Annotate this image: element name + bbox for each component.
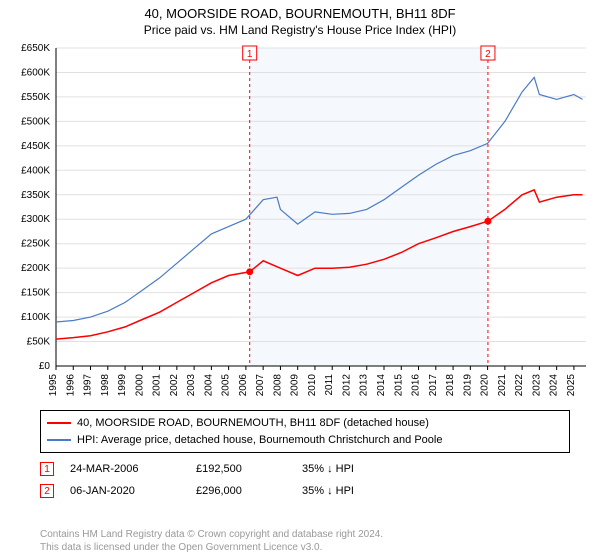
svg-text:2015: 2015	[393, 374, 404, 397]
sale-marker-1: 1	[40, 462, 54, 476]
svg-text:£250K: £250K	[21, 239, 50, 250]
svg-text:£0: £0	[39, 361, 51, 372]
svg-text:2019: 2019	[462, 374, 473, 397]
svg-text:2010: 2010	[307, 374, 318, 397]
sale-hpi-delta: 35% ↓ HPI	[302, 463, 392, 475]
attribution-footer: Contains HM Land Registry data © Crown c…	[40, 528, 570, 554]
svg-text:2004: 2004	[203, 374, 214, 397]
svg-text:£600K: £600K	[21, 67, 50, 78]
svg-text:2024: 2024	[549, 374, 560, 397]
svg-text:£450K: £450K	[21, 141, 50, 152]
svg-text:1997: 1997	[83, 374, 94, 397]
legend-label-hpi: HPI: Average price, detached house, Bour…	[77, 432, 442, 449]
svg-text:£200K: £200K	[21, 263, 50, 274]
legend-swatch-hpi	[47, 439, 71, 441]
sale-marker-2: 2	[40, 484, 54, 498]
svg-text:2018: 2018	[445, 374, 456, 397]
legend-label-property: 40, MOORSIDE ROAD, BOURNEMOUTH, BH11 8DF…	[77, 415, 429, 432]
legend-swatch-property	[47, 422, 71, 424]
svg-text:2002: 2002	[169, 374, 180, 397]
sale-date: 06-JAN-2020	[70, 485, 180, 497]
svg-text:2020: 2020	[480, 374, 491, 397]
page-title-subtitle: Price paid vs. HM Land Registry's House …	[0, 23, 600, 37]
sales-table: 1 24-MAR-2006 £192,500 35% ↓ HPI 2 06-JA…	[40, 458, 570, 502]
svg-text:£500K: £500K	[21, 116, 50, 127]
svg-text:2006: 2006	[238, 374, 249, 397]
svg-text:1998: 1998	[100, 374, 111, 397]
svg-text:2000: 2000	[134, 374, 145, 397]
svg-text:2012: 2012	[341, 374, 352, 397]
svg-text:2011: 2011	[324, 374, 335, 396]
svg-text:£50K: £50K	[27, 337, 51, 348]
svg-text:£300K: £300K	[21, 214, 50, 225]
sale-hpi-delta: 35% ↓ HPI	[302, 485, 392, 497]
sale-date: 24-MAR-2006	[70, 463, 180, 475]
sale-row: 1 24-MAR-2006 £192,500 35% ↓ HPI	[40, 458, 570, 480]
svg-text:2022: 2022	[514, 374, 525, 397]
svg-text:£100K: £100K	[21, 312, 50, 323]
svg-text:2025: 2025	[566, 374, 577, 397]
svg-text:2014: 2014	[376, 374, 387, 397]
svg-text:£650K: £650K	[21, 43, 50, 54]
svg-text:£150K: £150K	[21, 288, 50, 299]
svg-text:2001: 2001	[152, 374, 163, 397]
svg-text:1: 1	[247, 49, 253, 60]
sale-price: £192,500	[196, 463, 286, 475]
svg-text:£350K: £350K	[21, 190, 50, 201]
legend-item-hpi: HPI: Average price, detached house, Bour…	[47, 432, 563, 449]
svg-text:2021: 2021	[497, 374, 508, 397]
svg-text:2009: 2009	[290, 374, 301, 397]
svg-text:1995: 1995	[48, 374, 59, 397]
svg-text:1999: 1999	[117, 374, 128, 397]
svg-text:2005: 2005	[221, 374, 232, 397]
svg-text:£400K: £400K	[21, 165, 50, 176]
svg-text:2023: 2023	[531, 374, 542, 397]
page-title-address: 40, MOORSIDE ROAD, BOURNEMOUTH, BH11 8DF	[0, 6, 600, 21]
footer-line-1: Contains HM Land Registry data © Crown c…	[40, 528, 570, 541]
footer-line-2: This data is licensed under the Open Gov…	[40, 541, 570, 554]
price-chart: £0 £50K £100K £150K £200K £250K £300K £350K £400…	[0, 42, 600, 402]
svg-text:2008: 2008	[272, 374, 283, 397]
svg-text:2017: 2017	[428, 374, 439, 397]
svg-text:£550K: £550K	[21, 92, 50, 103]
sale-row: 2 06-JAN-2020 £296,000 35% ↓ HPI	[40, 480, 570, 502]
svg-text:2013: 2013	[359, 374, 370, 397]
svg-text:1996: 1996	[65, 374, 76, 397]
svg-text:2003: 2003	[186, 374, 197, 397]
sale-price: £296,000	[196, 485, 286, 497]
svg-text:2007: 2007	[255, 374, 266, 397]
legend-item-property: 40, MOORSIDE ROAD, BOURNEMOUTH, BH11 8DF…	[47, 415, 563, 432]
chart-legend: 40, MOORSIDE ROAD, BOURNEMOUTH, BH11 8DF…	[40, 410, 570, 453]
svg-text:2016: 2016	[411, 374, 422, 397]
svg-text:2: 2	[485, 49, 491, 60]
